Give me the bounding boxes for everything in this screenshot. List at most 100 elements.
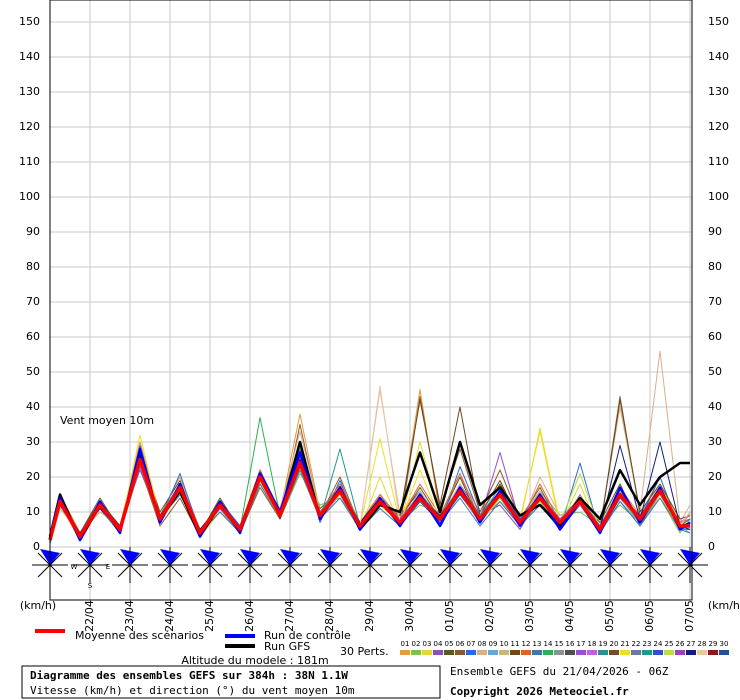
legend-number: 21	[621, 640, 630, 648]
legend-swatch	[565, 650, 575, 655]
x-tick-label: 23/04	[123, 600, 136, 632]
y-tick-label: 70	[26, 295, 40, 308]
legend-number: 24	[654, 640, 663, 648]
legend-swatch	[686, 650, 696, 655]
compass-e: E	[106, 563, 110, 571]
legend-swatch	[664, 650, 674, 655]
x-tick-label: 05/05	[603, 600, 616, 632]
legend-swatch	[477, 650, 487, 655]
x-tick-label: 27/04	[283, 600, 296, 632]
y-tick-label: 140	[19, 50, 40, 63]
plot-frame	[49, 0, 693, 601]
legend-swatch	[642, 650, 652, 655]
compass-s: S	[88, 582, 93, 590]
legend-swatch	[433, 650, 443, 655]
lines	[48, 350, 691, 544]
legend-number: 30	[720, 640, 729, 648]
y-tick-label-right: 0	[708, 540, 715, 553]
legend-swatch	[697, 650, 707, 655]
legend-swatch	[488, 650, 498, 655]
y-tick-label: 130	[19, 85, 40, 98]
legend-swatch	[598, 650, 608, 655]
y-tick-label: 20	[26, 470, 40, 483]
copyright: Copyright 2026 Meteociel.fr	[450, 685, 629, 698]
y-tick-label-right: 40	[708, 400, 722, 413]
y-tick-label-right: 120	[708, 120, 729, 133]
legend-number: 17	[577, 640, 586, 648]
wind-roses	[32, 547, 708, 583]
legend-swatch	[510, 650, 520, 655]
legend-swatch	[466, 650, 476, 655]
legend-number: 22	[632, 640, 641, 648]
legend-swatch	[455, 650, 465, 655]
rose-wedge	[80, 549, 100, 565]
y-tick-label: 90	[26, 225, 40, 238]
y-label-right: (km/h)	[708, 599, 740, 612]
legend-number: 23	[643, 640, 652, 648]
x-tick-label: 29/04	[363, 600, 376, 632]
rose-wedge	[520, 549, 540, 565]
x-tick-label: 06/05	[643, 600, 656, 632]
x-tick-label: 07/05	[683, 600, 696, 632]
y-tick-label: 0	[33, 540, 40, 553]
run-info: Ensemble GEFS du 21/04/2026 - 06Z	[450, 665, 669, 678]
y-label: (km/h)	[20, 599, 56, 612]
y-tick-label-right: 10	[708, 505, 722, 518]
legend-number: 26	[676, 640, 685, 648]
y-tick-label-right: 90	[708, 225, 722, 238]
rose-wedge	[320, 549, 340, 565]
y-tick-label-right: 80	[708, 260, 722, 273]
legend-number: 03	[423, 640, 432, 648]
y-tick-label-right: 150	[708, 15, 729, 28]
rose-wedge	[360, 549, 380, 565]
rose-wedge	[640, 549, 660, 565]
legend-swatch	[620, 650, 630, 655]
x-tick-label: 26/04	[243, 600, 256, 632]
legend-label: Run GFS	[264, 640, 310, 653]
rose-wedge	[680, 549, 700, 565]
y-tick-label: 120	[19, 120, 40, 133]
y-tick-label: 60	[26, 330, 40, 343]
x-tick-label: 04/05	[563, 600, 576, 632]
legend-swatch	[400, 650, 410, 655]
legend-number: 28	[698, 640, 707, 648]
legend-number: 05	[445, 640, 454, 648]
legend-swatch	[675, 650, 685, 655]
legend-number: 06	[456, 640, 465, 648]
y-tick-label-right: 100	[708, 190, 729, 203]
legend-number: 29	[709, 640, 718, 648]
y-tick-label-right: 140	[708, 50, 729, 63]
legend-swatch	[532, 650, 542, 655]
x-tick-label: 24/04	[163, 600, 176, 632]
legend-swatch	[499, 650, 509, 655]
legend-number: 10	[500, 640, 509, 648]
legend-swatch	[521, 650, 531, 655]
x-tick-label: 01/05	[443, 600, 456, 632]
y-tick-label-right: 20	[708, 470, 722, 483]
legend-number: 25	[665, 640, 674, 648]
rose-wedge	[200, 549, 220, 565]
legend-number: 02	[412, 640, 421, 648]
altitude-note: Altitude du modele : 181m	[181, 654, 328, 667]
x-tick-label: 25/04	[203, 600, 216, 632]
legend-swatch	[708, 650, 718, 655]
rose-wedge	[480, 549, 500, 565]
legend-swatch	[609, 650, 619, 655]
y-tick-label: 10	[26, 505, 40, 518]
rose-wedge	[400, 549, 420, 565]
legend-swatch	[653, 650, 663, 655]
legend-swatch	[444, 650, 454, 655]
legend-swatch	[631, 650, 641, 655]
y-tick-label-right: 30	[708, 435, 722, 448]
legend-label: Run de contrôle	[264, 629, 351, 642]
main-line	[48, 457, 690, 541]
legend-swatch	[587, 650, 597, 655]
legend-number: 01	[401, 640, 410, 648]
rose-wedge	[240, 549, 260, 565]
y-tick-label: 50	[26, 365, 40, 378]
legend-number: 12	[522, 640, 531, 648]
rose-wedge	[120, 549, 140, 565]
rose-wedge	[160, 549, 180, 565]
